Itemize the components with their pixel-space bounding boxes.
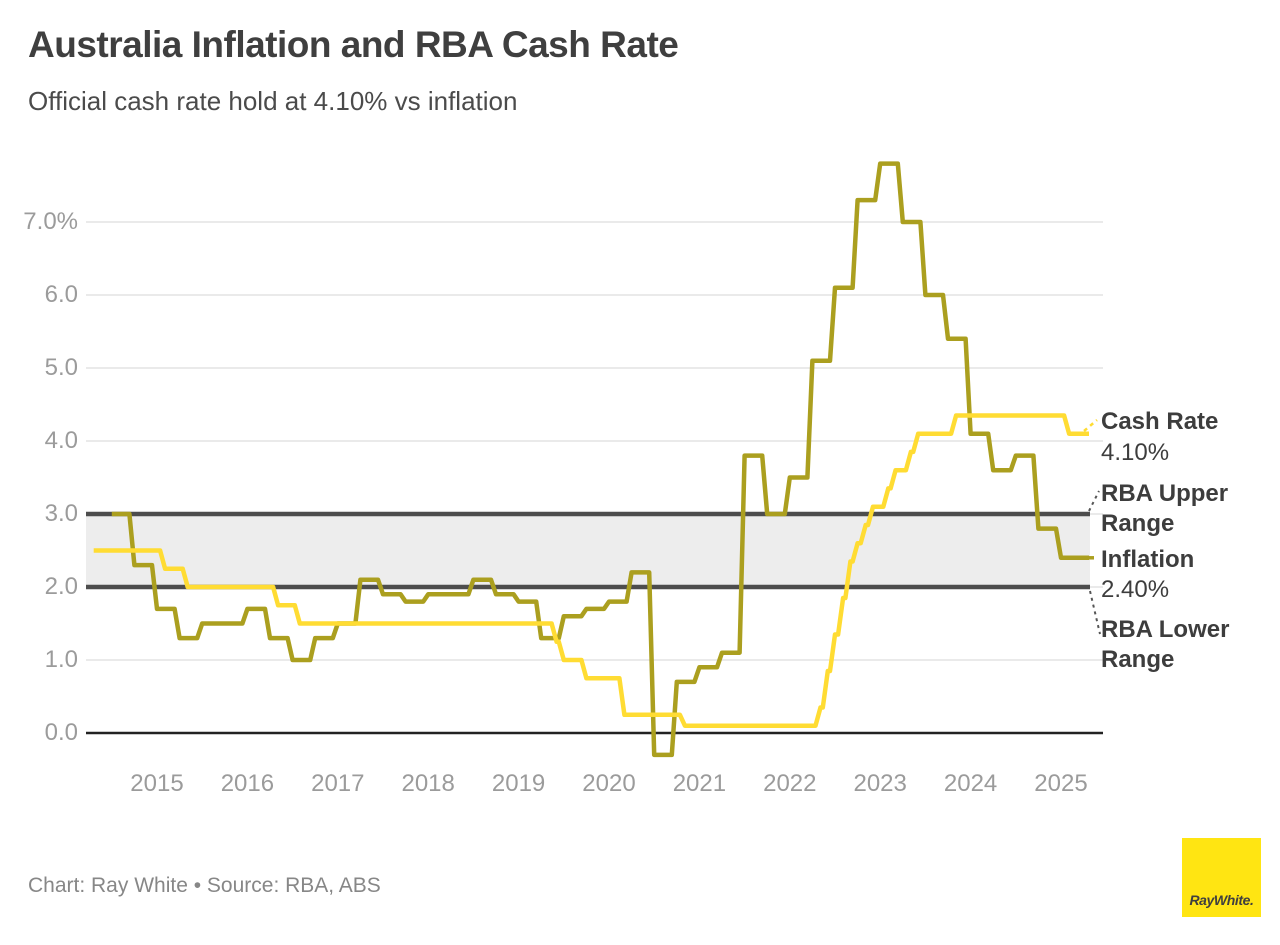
x-tick-label: 2021 [672,770,727,797]
y-tick-label: 4.0 [44,427,78,454]
rba-upper-range-label: RBA Upper Range [1101,480,1229,537]
x-tick-label: 2025 [1034,770,1088,797]
y-tick-label: 6.0 [44,281,78,308]
cash-rate-leader [1083,419,1098,432]
x-tick-label: 2023 [853,770,907,797]
rba-upper-leader [1088,490,1100,512]
rba-lower-leader [1089,590,1101,635]
inflation-line [111,161,1089,758]
rba-target-band [86,514,1090,587]
x-tick-label: 2020 [582,770,636,797]
chart-credit: Chart: Ray White • Source: RBA, ABS [28,874,381,897]
chart-title: Australia Inflation and RBA Cash Rate [28,24,679,65]
y-tick-label: 2.0 [44,573,78,600]
cash-rate-value: 4.10% [1101,439,1170,466]
chart-subtitle: Official cash rate hold at 4.10% vs infl… [28,86,518,116]
x-tick-label: 2015 [130,770,184,797]
y-tick-label: 1.0 [44,646,78,673]
rba-lower-range-label: RBA Lower Range [1101,616,1230,673]
cash-rate-line [93,413,1089,728]
inflation-label: Inflation [1101,546,1195,573]
cash-rate-label: Cash Rate [1101,408,1219,435]
x-tick-label: 2017 [311,770,365,797]
x-tick-label: 2019 [491,770,546,797]
y-tick-label: 5.0 [44,354,78,381]
x-tick-label: 2024 [943,770,998,797]
inflation-value: 2.40% [1101,576,1170,603]
x-tick-label: 2018 [401,770,455,797]
x-tick-label: 2016 [220,770,275,797]
x-tick-label: 2022 [763,770,817,797]
y-tick-label: 3.0 [44,500,78,527]
ray-white-logo: RayWhite. [1182,838,1261,917]
ray-white-logo-text: RayWhite. [1189,892,1254,908]
y-tick-label: 0.0 [44,719,78,746]
y-tick-label: 7.0% [23,208,78,235]
